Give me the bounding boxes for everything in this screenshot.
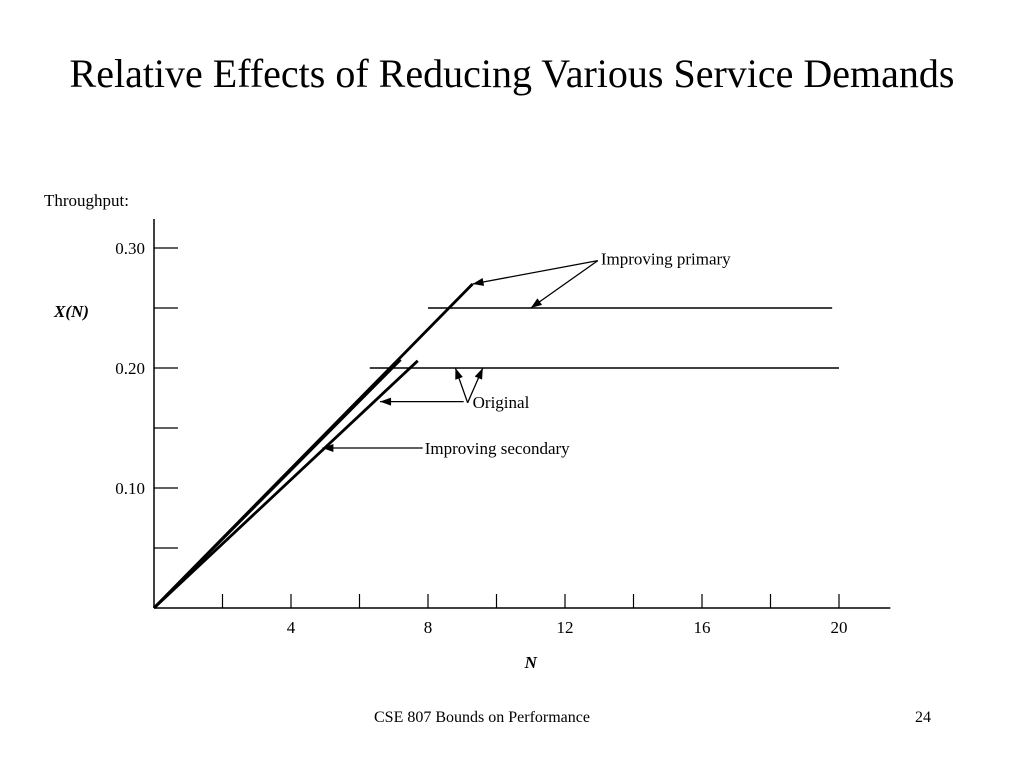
axis-labels: Throughput: X(N) N — [44, 191, 538, 672]
y-axis-caption: Throughput: — [44, 191, 129, 210]
annotation-improving-primary: Improving primary — [601, 250, 731, 269]
x-tick-label: 12 — [557, 618, 574, 637]
x-tick-label: 4 — [287, 618, 296, 637]
slide-title: Relative Effects of Reducing Various Ser… — [69, 51, 955, 96]
annotation-arrow-original-0-head — [380, 397, 392, 406]
ticks: 0.10 0.20 0.30 4 8 12 16 20 — [115, 239, 847, 637]
annotation-arrow-original-1-head — [455, 368, 463, 380]
x-axis-label: N — [524, 653, 538, 672]
annotation-arrow-primary-1-head — [530, 298, 543, 308]
annotation-improving-secondary: Improving secondary — [425, 439, 570, 458]
x-tick-label: 16 — [694, 618, 711, 637]
annotation-original: Original — [473, 393, 530, 412]
annotation-arrow-primary-1 — [530, 260, 599, 309]
y-tick-label: 0.20 — [115, 359, 145, 378]
y-tick-label: 0.30 — [115, 239, 145, 258]
annotations: Improving primary Original Improving secon… — [322, 250, 731, 458]
x-tick-label: 8 — [424, 618, 433, 637]
series-line-improving-secondary-asymptotic — [153, 359, 419, 610]
annotation-arrow-primary-0-head — [472, 278, 485, 286]
annotation-arrow-secondary-0-head — [322, 444, 334, 452]
footer-course: CSE 807 Bounds on Performance — [374, 709, 590, 726]
footer-page-number: 24 — [915, 709, 931, 726]
x-tick-label: 20 — [831, 618, 848, 637]
series-line-original-asymptotic — [153, 358, 402, 609]
series-lines — [153, 283, 839, 610]
axes — [153, 219, 891, 609]
y-tick-label: 0.10 — [115, 479, 145, 498]
annotation-arrow-original-2-head — [474, 368, 483, 380]
annotation-arrow-primary-0 — [472, 259, 598, 285]
y-axis-label: X(N) — [53, 302, 89, 321]
